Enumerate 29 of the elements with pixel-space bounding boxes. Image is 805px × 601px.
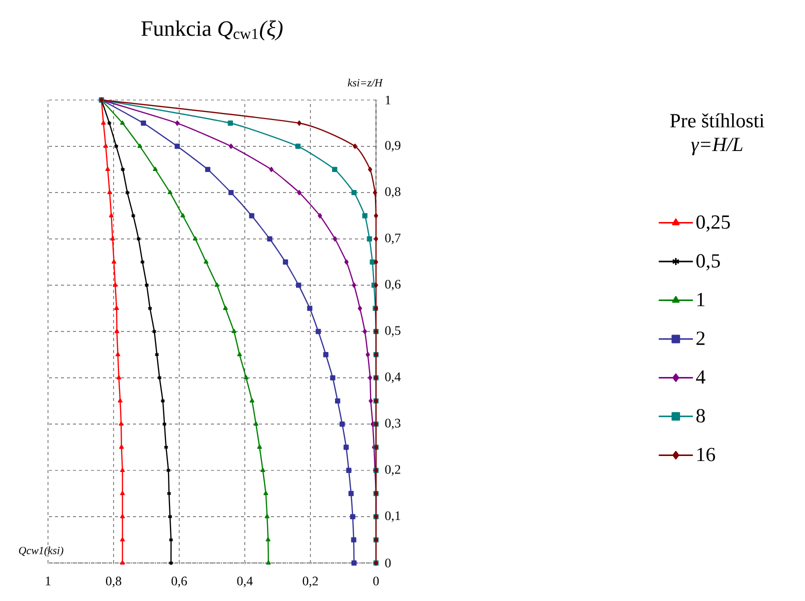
- legend-label: 16: [697, 448, 716, 462]
- y-tick-label: 0,9: [385, 140, 400, 152]
- chart-title: Funkcia Q$_{cw1}$(ξ): [141, 20, 283, 40]
- x-tick-label: 0,2: [302, 576, 318, 588]
- x-tick-label: 0,4: [237, 576, 253, 588]
- y-tick-label: 0,6: [385, 280, 401, 291]
- x-tick-label: 0,6: [172, 576, 187, 588]
- y-tick-label: 0,2: [385, 465, 400, 476]
- y-tick-label: 0,4: [385, 372, 401, 384]
- legend-label: 2: [696, 332, 705, 345]
- legend-label: 0,25: [696, 215, 730, 232]
- y-axis-title: ksi=z/H: [348, 78, 383, 86]
- legend-label: 8: [696, 409, 705, 423]
- y-tick-label: 0: [385, 558, 391, 568]
- legend-label: 1: [697, 292, 704, 306]
- y-tick-label: 1: [386, 96, 390, 104]
- legend-title: Pre štíhlosti: [670, 113, 764, 128]
- y-tick-label: 0,3: [385, 418, 400, 430]
- x-axis-title: Qcw1(ksi): [19, 546, 64, 556]
- legend-label: 0,5: [696, 254, 720, 270]
- x-tick-label: 1: [46, 576, 50, 586]
- text: γ=H/L: [691, 138, 742, 156]
- x-tick-label: 0: [373, 576, 379, 586]
- legend-label: 4: [696, 370, 706, 384]
- x-tick-label: 0,8: [106, 576, 122, 588]
- y-tick-label: 0,8: [385, 187, 400, 198]
- y-tick-label: 0,7: [385, 234, 401, 244]
- y-tick-label: 0,5: [385, 326, 400, 337]
- y-tick-label: 0,1: [385, 511, 400, 522]
